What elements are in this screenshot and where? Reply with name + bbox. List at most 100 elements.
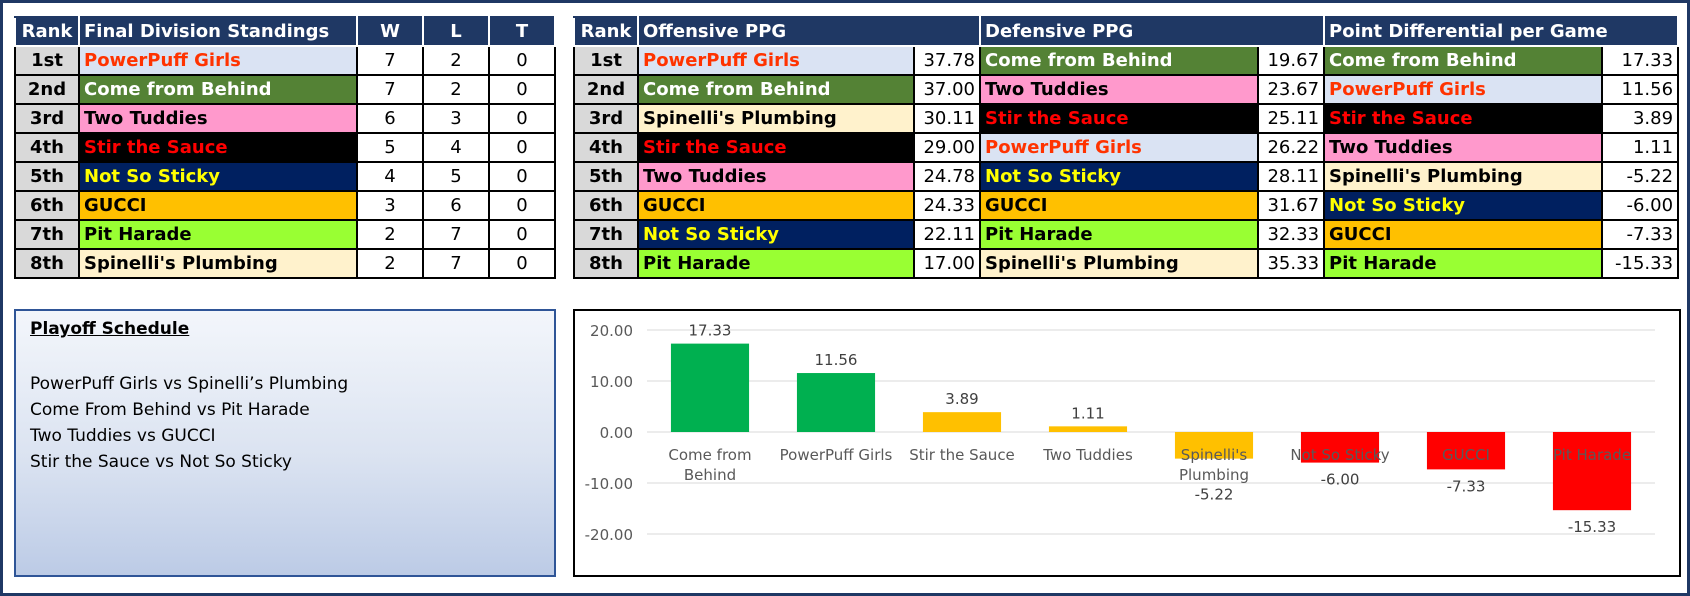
team-cell-two-tuddies: Two Tuddies: [78, 103, 358, 134]
point-differential-value: -5.22: [1601, 161, 1680, 192]
bar: [1174, 432, 1254, 459]
wins-cell: 5: [356, 132, 424, 163]
x-tick-label: GUCCI: [1442, 446, 1490, 464]
point-differential-chart: 20.00 10.00 0.00 -10.00 -20.00 Come from Behin…: [573, 309, 1681, 577]
table-row: 6th GUCCI 3 6 0: [14, 190, 556, 221]
data-label: -7.33: [1447, 477, 1486, 495]
table-row: 4th Stir the Sauce 29.00 PowerPuff Girls 26.…: [573, 132, 1680, 163]
bar: [1300, 432, 1380, 463]
x-tick-label: Pit Harade: [1553, 446, 1631, 464]
table-row: 7th Pit Harade 2 7 0: [14, 219, 556, 250]
point-differential-value: -15.33: [1601, 248, 1680, 279]
losses-cell: 6: [422, 190, 490, 221]
y-tick-label: -10.00: [585, 475, 633, 493]
rank-cell: 2nd: [14, 74, 80, 105]
rank-cell: 7th: [14, 219, 80, 250]
team-cell-stir-the-sauce: Stir the Sauce: [979, 103, 1259, 134]
chart-svg: 20.00 10.00 0.00 -10.00 -20.00 Come from Behin…: [585, 322, 1655, 544]
team-cell-stir-the-sauce: Stir the Sauce: [1323, 103, 1604, 134]
team-cell-come-from-behind: Come from Behind: [979, 45, 1259, 76]
defensive-ppg-value: 26.22: [1256, 132, 1326, 163]
bar: [670, 343, 750, 432]
wins-cell: 2: [356, 219, 424, 250]
wins-cell: 4: [356, 161, 424, 192]
point-differential-value: 17.33: [1601, 45, 1680, 76]
team-cell-not-so-sticky: Not So Sticky: [1323, 190, 1604, 221]
team-cell-two-tuddies: Two Tuddies: [637, 161, 915, 192]
defensive-ppg-value: 23.67: [1256, 74, 1326, 105]
team-cell-come-from-behind: Come from Behind: [637, 74, 915, 105]
wins-cell: 6: [356, 103, 424, 134]
stats-table: Rank Offensive PPG Defensive PPG Point D…: [573, 16, 1680, 279]
team-cell-powerpuff-girls: PowerPuff Girls: [78, 45, 358, 76]
x-tick-label: Two Tuddies: [1042, 446, 1133, 464]
table-row: 1st PowerPuff Girls 7 2 0: [14, 45, 556, 76]
rank-cell: 5th: [573, 161, 639, 192]
team-cell-gucci: GUCCI: [78, 190, 358, 221]
ties-cell: 0: [488, 161, 556, 192]
team-cell-pit-harade: Pit Harade: [1323, 248, 1604, 279]
table-row: 3rd Spinelli's Plumbing 30.11 Stir the Sauc…: [573, 103, 1680, 134]
playoff-games-list: PowerPuff Girls vs Spinelli’s Plumbing Co…: [30, 371, 348, 475]
team-cell-pit-harade: Pit Harade: [979, 219, 1259, 250]
rank-cell: 6th: [14, 190, 80, 221]
bar: [1048, 426, 1128, 432]
wins-header: W: [356, 16, 424, 47]
ties-cell: 0: [488, 219, 556, 250]
ties-cell: 0: [488, 190, 556, 221]
wins-cell: 7: [356, 45, 424, 76]
losses-cell: 5: [422, 161, 490, 192]
ties-cell: 0: [488, 74, 556, 105]
offensive-ppg-value: 37.78: [913, 45, 981, 76]
table-row: 2nd Come from Behind 37.00 Two Tuddies 23.67…: [573, 74, 1680, 105]
ties-cell: 0: [488, 132, 556, 163]
team-cell-gucci: GUCCI: [637, 190, 915, 221]
stats-rank-header: Rank: [573, 16, 639, 47]
team-cell-powerpuff-girls: PowerPuff Girls: [979, 132, 1259, 163]
team-cell-not-so-sticky: Not So Sticky: [979, 161, 1259, 192]
playoff-game: Two Tuddies vs GUCCI: [30, 426, 216, 446]
playoff-game: Stir the Sauce vs Not So Sticky: [30, 452, 292, 472]
table-row: 6th GUCCI 24.33 GUCCI 31.67 Not So Sticky -6.0…: [573, 190, 1680, 221]
offensive-ppg-value: 37.00: [913, 74, 981, 105]
team-cell-stir-the-sauce: Stir the Sauce: [637, 132, 915, 163]
ties-header: T: [488, 16, 556, 47]
rank-cell: 1st: [14, 45, 80, 76]
playoff-schedule-panel: Playoff Schedule PowerPuff Girls vs Spin…: [14, 309, 556, 577]
bar: [1426, 432, 1506, 470]
team-cell-not-so-sticky: Not So Sticky: [637, 219, 915, 250]
table-row: 5th Two Tuddies 24.78 Not So Sticky 28.11 Spi…: [573, 161, 1680, 192]
point-differential-value: -6.00: [1601, 190, 1680, 221]
losses-cell: 3: [422, 103, 490, 134]
x-tick-label: PowerPuff Girls: [780, 446, 893, 464]
rank-cell: 6th: [573, 190, 639, 221]
playoff-schedule-title: Playoff Schedule: [30, 319, 190, 339]
team-cell-come-from-behind: Come from Behind: [1323, 45, 1604, 76]
wins-cell: 2: [356, 248, 424, 279]
x-tick-label: Not So Sticky: [1290, 446, 1389, 464]
defensive-ppg-value: 28.11: [1256, 161, 1326, 192]
rank-cell: 8th: [14, 248, 80, 279]
team-cell-powerpuff-girls: PowerPuff Girls: [637, 45, 915, 76]
wins-cell: 7: [356, 74, 424, 105]
team-cell-gucci: GUCCI: [1323, 219, 1604, 250]
wins-cell: 3: [356, 190, 424, 221]
team-cell-spinelli-s-plumbing: Spinelli's Plumbing: [637, 103, 915, 134]
offensive-ppg-header: Offensive PPG: [637, 16, 981, 47]
x-tick-label: Come from Behind: [668, 446, 751, 484]
team-cell-pit-harade: Pit Harade: [78, 219, 358, 250]
ties-cell: 0: [488, 45, 556, 76]
losses-cell: 7: [422, 248, 490, 279]
losses-cell: 7: [422, 219, 490, 250]
table-row: 8th Pit Harade 17.00 Spinelli's Plumbing 35.…: [573, 248, 1680, 279]
rank-cell: 3rd: [573, 103, 639, 134]
team-cell-not-so-sticky: Not So Sticky: [78, 161, 358, 192]
point-differential-value: 3.89: [1601, 103, 1680, 134]
team-cell-come-from-behind: Come from Behind: [78, 74, 358, 105]
rank-cell: 5th: [14, 161, 80, 192]
offensive-ppg-value: 17.00: [913, 248, 981, 279]
team-cell-two-tuddies: Two Tuddies: [979, 74, 1259, 105]
data-label: 1.11: [1071, 404, 1104, 422]
table-row: 2nd Come from Behind 7 2 0: [14, 74, 556, 105]
